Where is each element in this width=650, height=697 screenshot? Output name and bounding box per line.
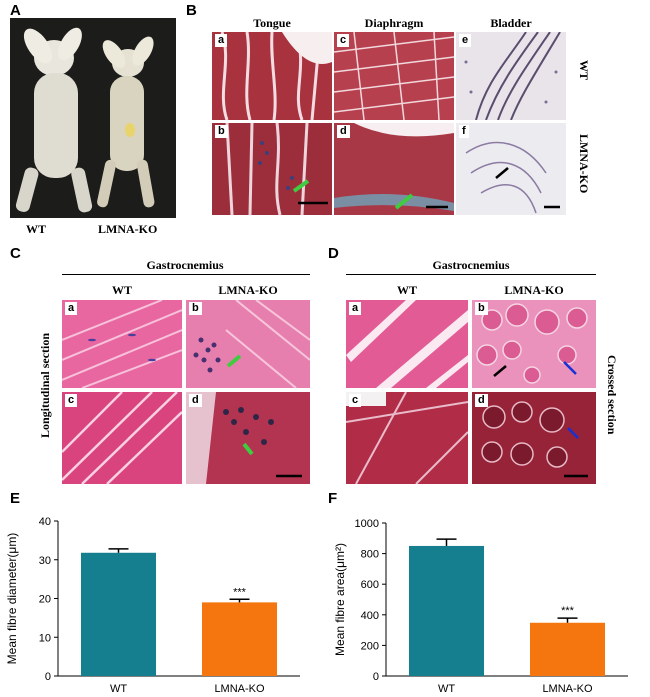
chart-e-y-tick-label-2: 20 xyxy=(39,594,51,606)
tag-b-d: d xyxy=(337,125,350,138)
chart-e-y-tick-label-4: 40 xyxy=(39,516,51,528)
panel-c-side-label: Longitudinal section xyxy=(38,332,52,438)
panel-a-label: A xyxy=(10,2,21,19)
row-label-lmna-ko: LMNA-KO xyxy=(577,134,591,194)
chart-f-y-tick-label-0: 0 xyxy=(373,671,379,683)
micrograph-gastro-cross-wt-1: a xyxy=(346,300,468,388)
chart-e-y-tick-label-0: 0 xyxy=(45,671,51,683)
micrograph-gastro-cross-ko-2: d xyxy=(472,392,596,484)
chart-e-y-tick-label-3: 30 xyxy=(39,555,51,567)
col-header-diaphragm: Diaphragm xyxy=(364,16,424,30)
col-header-tongue: Tongue xyxy=(253,16,291,30)
panel-d-label: D xyxy=(328,245,339,262)
panel-b-label: B xyxy=(186,2,197,19)
micrograph-bladder-ko: f xyxy=(456,123,566,215)
panel-c-title: Gastrocnemius xyxy=(146,258,224,272)
micrograph-gastro-cross-ko-1: b xyxy=(472,300,596,388)
chart-e-bar-1 xyxy=(201,602,278,676)
tag-b-a: a xyxy=(215,34,228,47)
panel-d-wt-header: WT xyxy=(396,283,417,297)
micrograph-tongue-wt: a xyxy=(212,32,332,120)
tag-c-a: a xyxy=(65,302,78,315)
chart-f-y-tick-label-3: 600 xyxy=(361,579,379,591)
panel-c-title-rule xyxy=(62,274,310,275)
panel-d-ko-header: LMNA-KO xyxy=(504,283,564,297)
tag-c-c: c xyxy=(65,394,78,407)
tag-b-c: c xyxy=(337,34,350,47)
chart-e-y-label: Mean fibre diameter(μm) xyxy=(5,533,19,665)
chart-fibre-area: 0 200 400 600 800 1000 WT LMNA-KO *** Mean fibre … xyxy=(333,518,628,695)
tag-b-f: f xyxy=(459,125,469,138)
chart-f-y-tick-label-2: 400 xyxy=(361,610,379,622)
tag-d-c: c xyxy=(349,394,362,407)
panel-c-label: C xyxy=(10,245,21,262)
micrograph-gastro-long-ko-1: b xyxy=(186,300,310,388)
panel-c-wt-header: WT xyxy=(111,283,132,297)
row-label-wt: WT xyxy=(577,60,591,81)
chart-f-y-tick-label-4: 800 xyxy=(361,549,379,561)
chart-f-bar-1 xyxy=(529,622,606,676)
micrograph-gastro-long-ko-2: d xyxy=(186,392,310,484)
chart-e-x-label-0: WT xyxy=(110,683,127,695)
micrograph-diaphragm-wt: c xyxy=(334,32,454,120)
chart-f-x-label-0: WT xyxy=(438,683,455,695)
tag-b-b: b xyxy=(215,125,228,138)
panel-a-ko-label: LMNA-KO xyxy=(98,222,158,236)
chart-f-y-tick-label-5: 1000 xyxy=(355,518,379,530)
tag-d-b: b xyxy=(475,302,488,315)
panel-d-title: Gastrocnemius xyxy=(432,258,510,272)
micrograph-tongue-ko: b xyxy=(212,123,332,215)
chart-f-bar-0 xyxy=(408,545,485,676)
chart-f-x-label-1: LMNA-KO xyxy=(542,683,593,695)
tag-d-d: d xyxy=(475,394,488,407)
panel-c-ko-header: LMNA-KO xyxy=(218,283,278,297)
chart-e-bar-0 xyxy=(80,552,157,676)
micrograph-gastro-cross-wt-2: c xyxy=(346,392,468,484)
panel-d-side-label: Crossed section xyxy=(605,355,619,435)
tag-d-a: a xyxy=(349,302,362,315)
tag-c-d: d xyxy=(189,394,202,407)
panel-a-wt-label: WT xyxy=(26,222,47,236)
panel-f-label: F xyxy=(328,490,338,507)
chart-f-significance: *** xyxy=(561,605,575,617)
col-header-bladder: Bladder xyxy=(490,16,532,30)
chart-f-y-tick-label-1: 200 xyxy=(361,640,379,652)
rabbit-photo xyxy=(10,18,176,218)
tag-c-b: b xyxy=(189,302,202,315)
tag-b-e: e xyxy=(459,34,472,47)
panel-d-title-rule xyxy=(346,274,596,275)
micrograph-gastro-long-wt-1: a xyxy=(62,300,182,388)
micrograph-diaphragm-ko: d xyxy=(334,123,454,215)
chart-e-significance: *** xyxy=(233,586,247,598)
chart-f-y-label: Mean fibre area(μm²) xyxy=(333,543,347,656)
micrograph-gastro-long-wt-2: c xyxy=(62,392,182,484)
chart-e-x-label-1: LMNA-KO xyxy=(214,683,265,695)
chart-fibre-diameter: 0 10 20 30 40 WT LMNA-KO *** Mean fibre diameter… xyxy=(5,516,300,695)
panel-e-label: E xyxy=(10,490,21,507)
micrograph-bladder-wt: e xyxy=(456,32,566,120)
chart-e-y-tick-label-1: 10 xyxy=(39,632,51,644)
